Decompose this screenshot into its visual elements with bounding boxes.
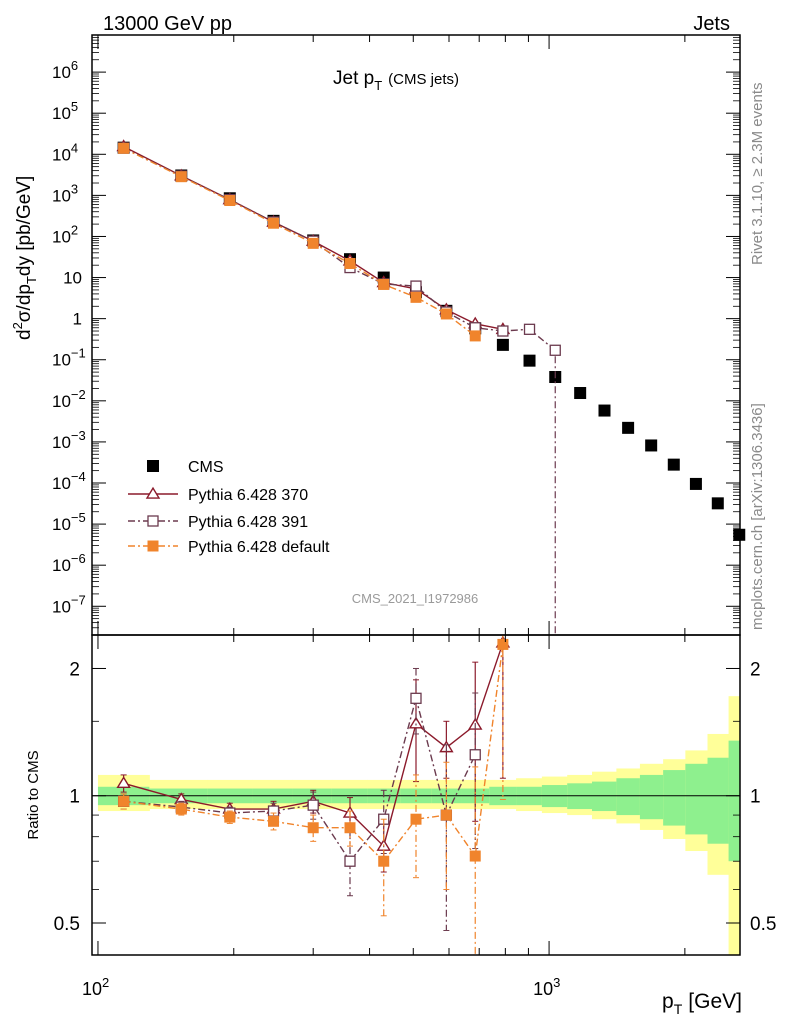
uncertainty-band-inner [639, 774, 664, 820]
ratio-point [224, 811, 236, 823]
legend: CMS Pythia 6.428 370 Pythia 6.428 391 Pythi… [128, 459, 330, 556]
ratio-point [378, 855, 390, 867]
ratio-point [116, 776, 131, 789]
ratio-point [410, 813, 422, 825]
y-tick-label: 1 [73, 310, 82, 329]
data-point [711, 497, 724, 510]
data-point [118, 142, 130, 154]
data-point [224, 195, 236, 207]
ratio-y-axis-label: Ratio to CMS [25, 750, 42, 839]
data-point [497, 325, 509, 337]
ratio-line-1 [123, 695, 476, 863]
legend-label: CMS [188, 459, 224, 476]
legend-label: Pythia 6.428 391 [188, 514, 308, 531]
header-left-label: 13000 GeV pp [103, 13, 232, 35]
y-tick-label: 102 [52, 222, 78, 246]
y-tick-label: 10−7 [52, 592, 86, 616]
x-tick-label: 102 [82, 975, 109, 999]
chart-title: Jet pT (CMS jets) [333, 68, 459, 93]
analysis-watermark: CMS_2021_I1972986 [352, 591, 479, 606]
ratio-point [118, 795, 130, 807]
legend-marker [147, 515, 159, 527]
uncertainty-band-inner [707, 757, 730, 844]
data-point [622, 421, 635, 434]
y-tick-label: 10−5 [52, 510, 86, 534]
legend-marker [147, 540, 159, 552]
uncertainty-band-inner [728, 740, 741, 862]
ratio-point [344, 855, 356, 867]
ratio-point [410, 692, 422, 704]
ratio-point [408, 716, 424, 729]
y-tick-label: 10−3 [52, 428, 86, 452]
ratio-point [344, 822, 356, 834]
data-point [523, 354, 536, 367]
data-point [496, 338, 509, 351]
ratio-point [307, 822, 319, 834]
y-tick-label: 106 [52, 58, 78, 82]
data-point [598, 404, 611, 417]
data-point [344, 257, 356, 269]
y-tick-label: 10−1 [52, 346, 86, 370]
data-point [307, 237, 319, 249]
uncertainty-band-inner [616, 778, 641, 816]
y-tick-label: 10−2 [52, 387, 86, 411]
header-right-label: Jets [693, 13, 730, 35]
y-tick-label: 10 [63, 269, 82, 288]
legend-label: Pythia 6.428 default [188, 539, 330, 556]
ratio-plot-panel: 102 103 0.5 0.5 1 1 2 2 Ratio to CMS pT [GeV] [25, 634, 776, 1017]
mcplots-label: mcplots.cern.ch [arXiv:1306.3436] [749, 403, 766, 630]
ratio-point [268, 815, 280, 827]
series-line-2 [123, 147, 556, 351]
y-tick-label: 10−6 [52, 551, 86, 575]
uncertainty-band-inner [663, 770, 686, 826]
legend-marker [145, 486, 161, 499]
ratio-point [175, 803, 187, 815]
series-line-3 [123, 147, 476, 337]
data-point [574, 387, 587, 400]
ratio-point [469, 850, 481, 862]
ratio-point [307, 799, 319, 811]
data-point [645, 439, 658, 452]
legend-label: Pythia 6.428 370 [188, 487, 308, 504]
y-tick-label-right: 1 [750, 787, 761, 808]
data-point [469, 330, 481, 342]
y-tick-label: 103 [52, 181, 78, 205]
ratio-point [440, 809, 452, 821]
rivet-version-label: Rivet 3.1.10, ≥ 2.3M events [749, 83, 766, 266]
data-point [268, 217, 280, 229]
y-tick-label: 104 [52, 140, 78, 164]
y-tick-label: 105 [52, 99, 78, 123]
data-point [410, 280, 422, 292]
y-tick-label: 2 [69, 659, 80, 680]
y-tick-label: 1 [69, 787, 80, 808]
main-plot-panel: 10610510410310210110−110−210−310−410−510… [10, 34, 746, 636]
data-point [378, 278, 390, 290]
y-tick-label-right: 0.5 [750, 914, 776, 935]
ratio-point [497, 638, 509, 650]
x-axis-label: pT [GeV] [662, 990, 742, 1017]
y-tick-label-right: 2 [750, 659, 761, 680]
data-point [440, 308, 452, 320]
data-point [410, 291, 422, 303]
main-y-axis-label: d2σ/dpTdy [pb/GeV] [10, 176, 39, 340]
ratio-plot-frame [91, 634, 741, 956]
legend-marker [147, 460, 159, 472]
data-point [549, 344, 561, 356]
data-point [689, 477, 702, 490]
data-point [523, 323, 536, 335]
x-tick-label: 103 [533, 975, 560, 999]
data-point [175, 171, 187, 183]
uncertainty-band-inner [592, 781, 617, 812]
uncertainty-band-inner [685, 763, 709, 835]
y-tick-label: 10−4 [52, 469, 86, 493]
ratio-point [469, 749, 481, 761]
data-point [667, 458, 680, 471]
y-tick-label: 0.5 [54, 914, 80, 935]
